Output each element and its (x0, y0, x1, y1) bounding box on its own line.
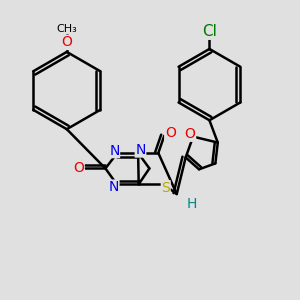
Text: N: N (135, 143, 146, 157)
Text: N: N (109, 144, 119, 158)
Text: O: O (185, 127, 196, 141)
Text: O: O (165, 126, 176, 140)
Text: Cl: Cl (202, 24, 217, 39)
Text: N: N (109, 180, 119, 194)
Text: O: O (73, 161, 84, 176)
Text: H: H (186, 197, 197, 211)
Text: CH₃: CH₃ (56, 24, 77, 34)
Text: O: O (61, 35, 72, 50)
Text: S: S (161, 181, 170, 195)
